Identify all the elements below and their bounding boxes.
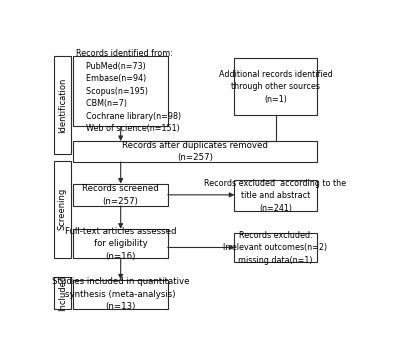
Bar <box>73 141 317 162</box>
Bar <box>234 233 317 262</box>
Text: Screening: Screening <box>58 188 67 230</box>
Text: Records screened
(n=257): Records screened (n=257) <box>82 184 159 206</box>
Bar <box>73 184 168 206</box>
Bar <box>54 277 71 309</box>
Text: Studies included in quantitative
synthesis (meta-analysis)
(n=13): Studies included in quantitative synthes… <box>52 277 189 311</box>
Text: Additional records identified
through other sources
(n=1): Additional records identified through ot… <box>219 69 332 104</box>
Text: Records excluded  according to the
title and abstract
(n=241): Records excluded according to the title … <box>204 179 346 213</box>
Bar <box>234 58 317 115</box>
Bar <box>73 57 168 126</box>
Text: Identification: Identification <box>58 77 67 133</box>
Bar <box>73 229 168 258</box>
Text: Records identified from:
    PubMed(n=73)
    Embase(n=94)
    Scopus(n=195)
   : Records identified from: PubMed(n=73) Em… <box>76 49 181 134</box>
Bar <box>73 280 168 309</box>
Bar <box>54 161 71 258</box>
Text: Records after duplicates removed
(n=257): Records after duplicates removed (n=257) <box>122 141 268 162</box>
Text: Included: Included <box>58 275 67 311</box>
Bar <box>234 180 317 211</box>
Text: Full-text articles assessed
for eligibility
(n=16): Full-text articles assessed for eligibil… <box>65 226 176 261</box>
Text: Records excluded:
Irrelevant outcomes(n=2)
missing data(n=1): Records excluded: Irrelevant outcomes(n=… <box>224 231 328 265</box>
Bar <box>54 57 71 154</box>
